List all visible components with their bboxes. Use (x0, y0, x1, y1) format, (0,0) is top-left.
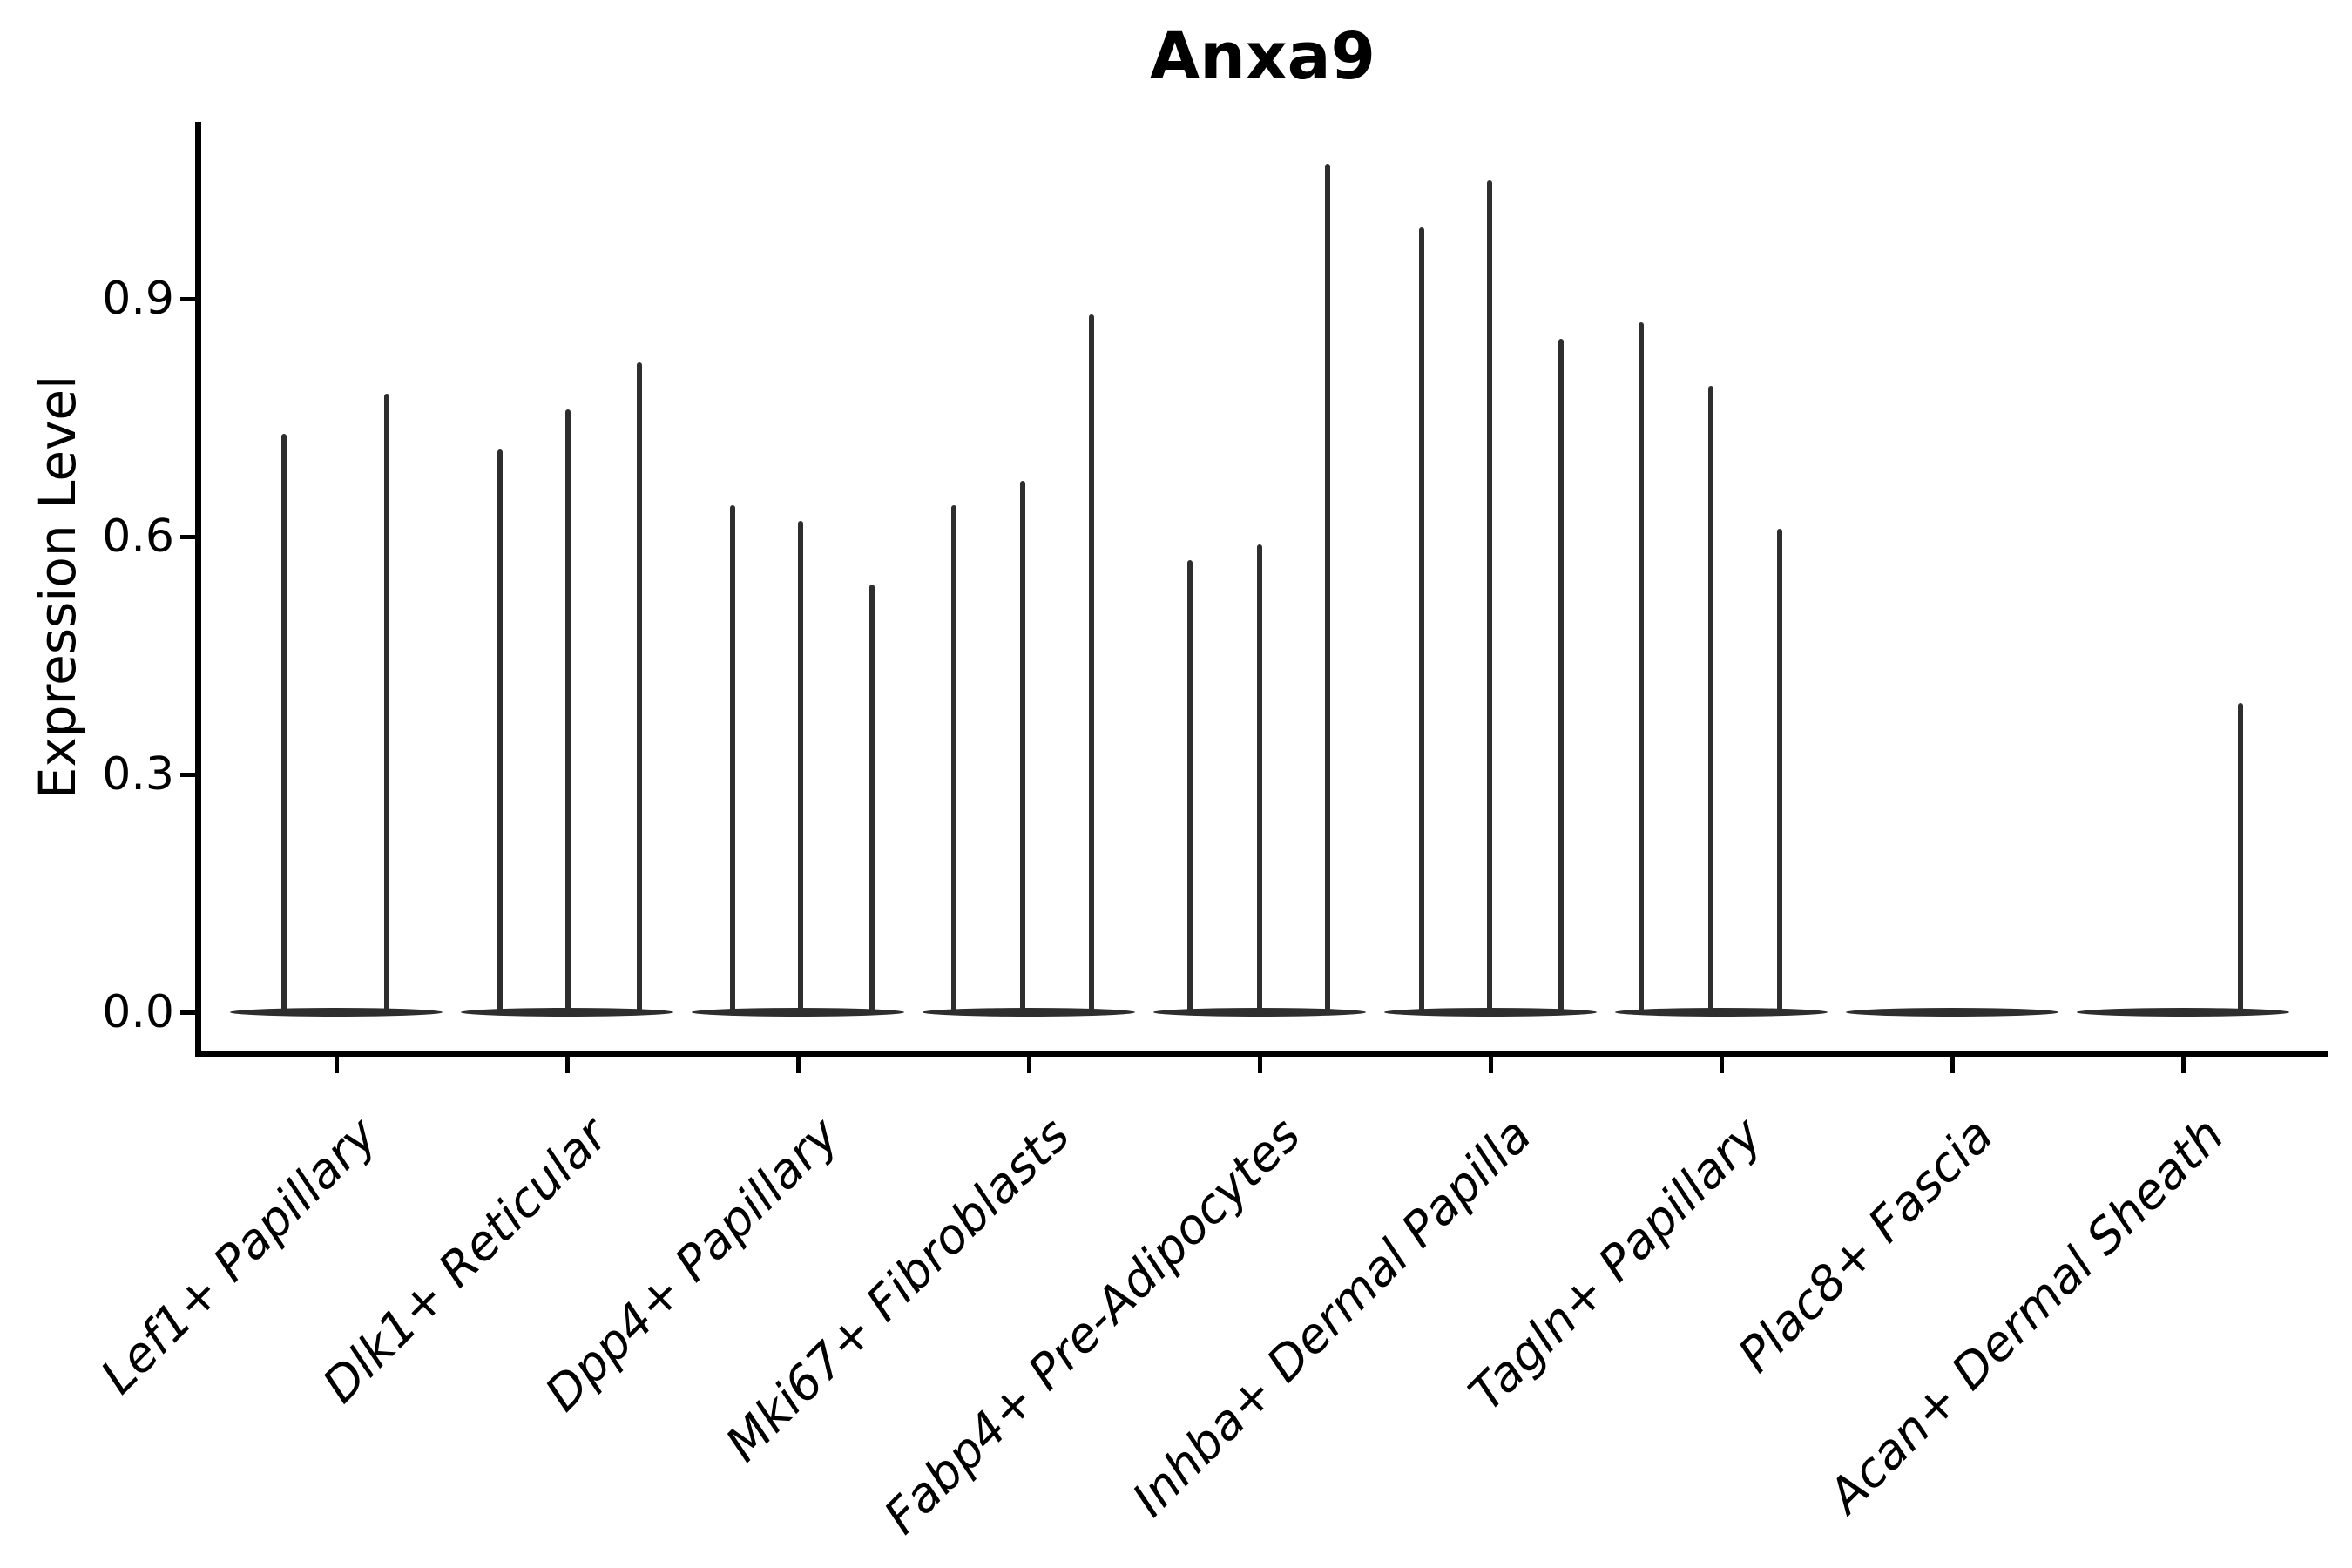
x-tick-mark (1257, 1056, 1262, 1073)
x-tick-mark (2180, 1056, 2186, 1073)
x-axis-category-label: Fabp4+ Pre-Adipocytes (873, 1106, 1311, 1544)
violin-baseline (461, 1008, 673, 1017)
y-axis-label: Expression Level (28, 375, 87, 800)
violin-spike (869, 584, 875, 1012)
violin-spike (730, 504, 735, 1012)
violin-baseline (1846, 1008, 2058, 1017)
y-tick-label: 0.9 (102, 273, 174, 325)
y-tick-mark (180, 1010, 198, 1015)
y-tick-mark (180, 296, 198, 301)
violin-spike (1187, 560, 1193, 1012)
y-tick-label: 0.6 (102, 510, 174, 563)
x-tick-mark (1719, 1056, 1724, 1073)
violin-spike (497, 449, 503, 1012)
violin-spike (281, 433, 287, 1012)
x-tick-mark (1488, 1056, 1493, 1073)
violin-baseline (1153, 1008, 1366, 1017)
violin-spike (384, 394, 389, 1012)
violin-spike (1089, 314, 1094, 1012)
violin-baseline (1384, 1008, 1597, 1017)
violin-spike (1777, 528, 1782, 1012)
violin-spike (1419, 227, 1424, 1012)
y-tick-mark (180, 534, 198, 539)
x-axis-category-label: Inhba+ Dermal Papilla (1121, 1106, 1542, 1528)
x-tick-mark (564, 1056, 570, 1073)
violin-baseline (230, 1008, 443, 1017)
violin-baseline (692, 1008, 904, 1017)
x-tick-mark (1026, 1056, 1031, 1073)
y-tick-mark (180, 772, 198, 777)
violin-spike (1325, 164, 1330, 1012)
violin-spike (565, 409, 571, 1012)
violin-spike (1708, 386, 1713, 1012)
violin-spike (798, 520, 803, 1012)
violin-spike (1257, 544, 1262, 1012)
x-tick-mark (795, 1056, 801, 1073)
y-tick-label: 0.0 (102, 986, 174, 1038)
violin-spike (1639, 322, 1644, 1012)
x-tick-mark (334, 1056, 339, 1073)
violin-spike (2238, 703, 2243, 1012)
violin-baseline (1615, 1008, 1828, 1017)
y-tick-label: 0.3 (102, 748, 174, 801)
violin-spike (1020, 481, 1025, 1012)
violin-spike (637, 362, 642, 1012)
violin-spike (1487, 179, 1492, 1012)
plot-title: Anxa9 (1149, 19, 1376, 94)
violin-spike (1558, 338, 1564, 1012)
x-axis-spine (195, 1051, 2328, 1057)
x-tick-mark (1950, 1056, 1955, 1073)
x-axis-category-label: Acan+ Dermal Sheath (1817, 1106, 2234, 1524)
violin-spike (951, 504, 956, 1012)
violin-baseline (2077, 1008, 2289, 1017)
y-axis-spine (195, 122, 201, 1056)
violin-baseline (923, 1008, 1135, 1017)
